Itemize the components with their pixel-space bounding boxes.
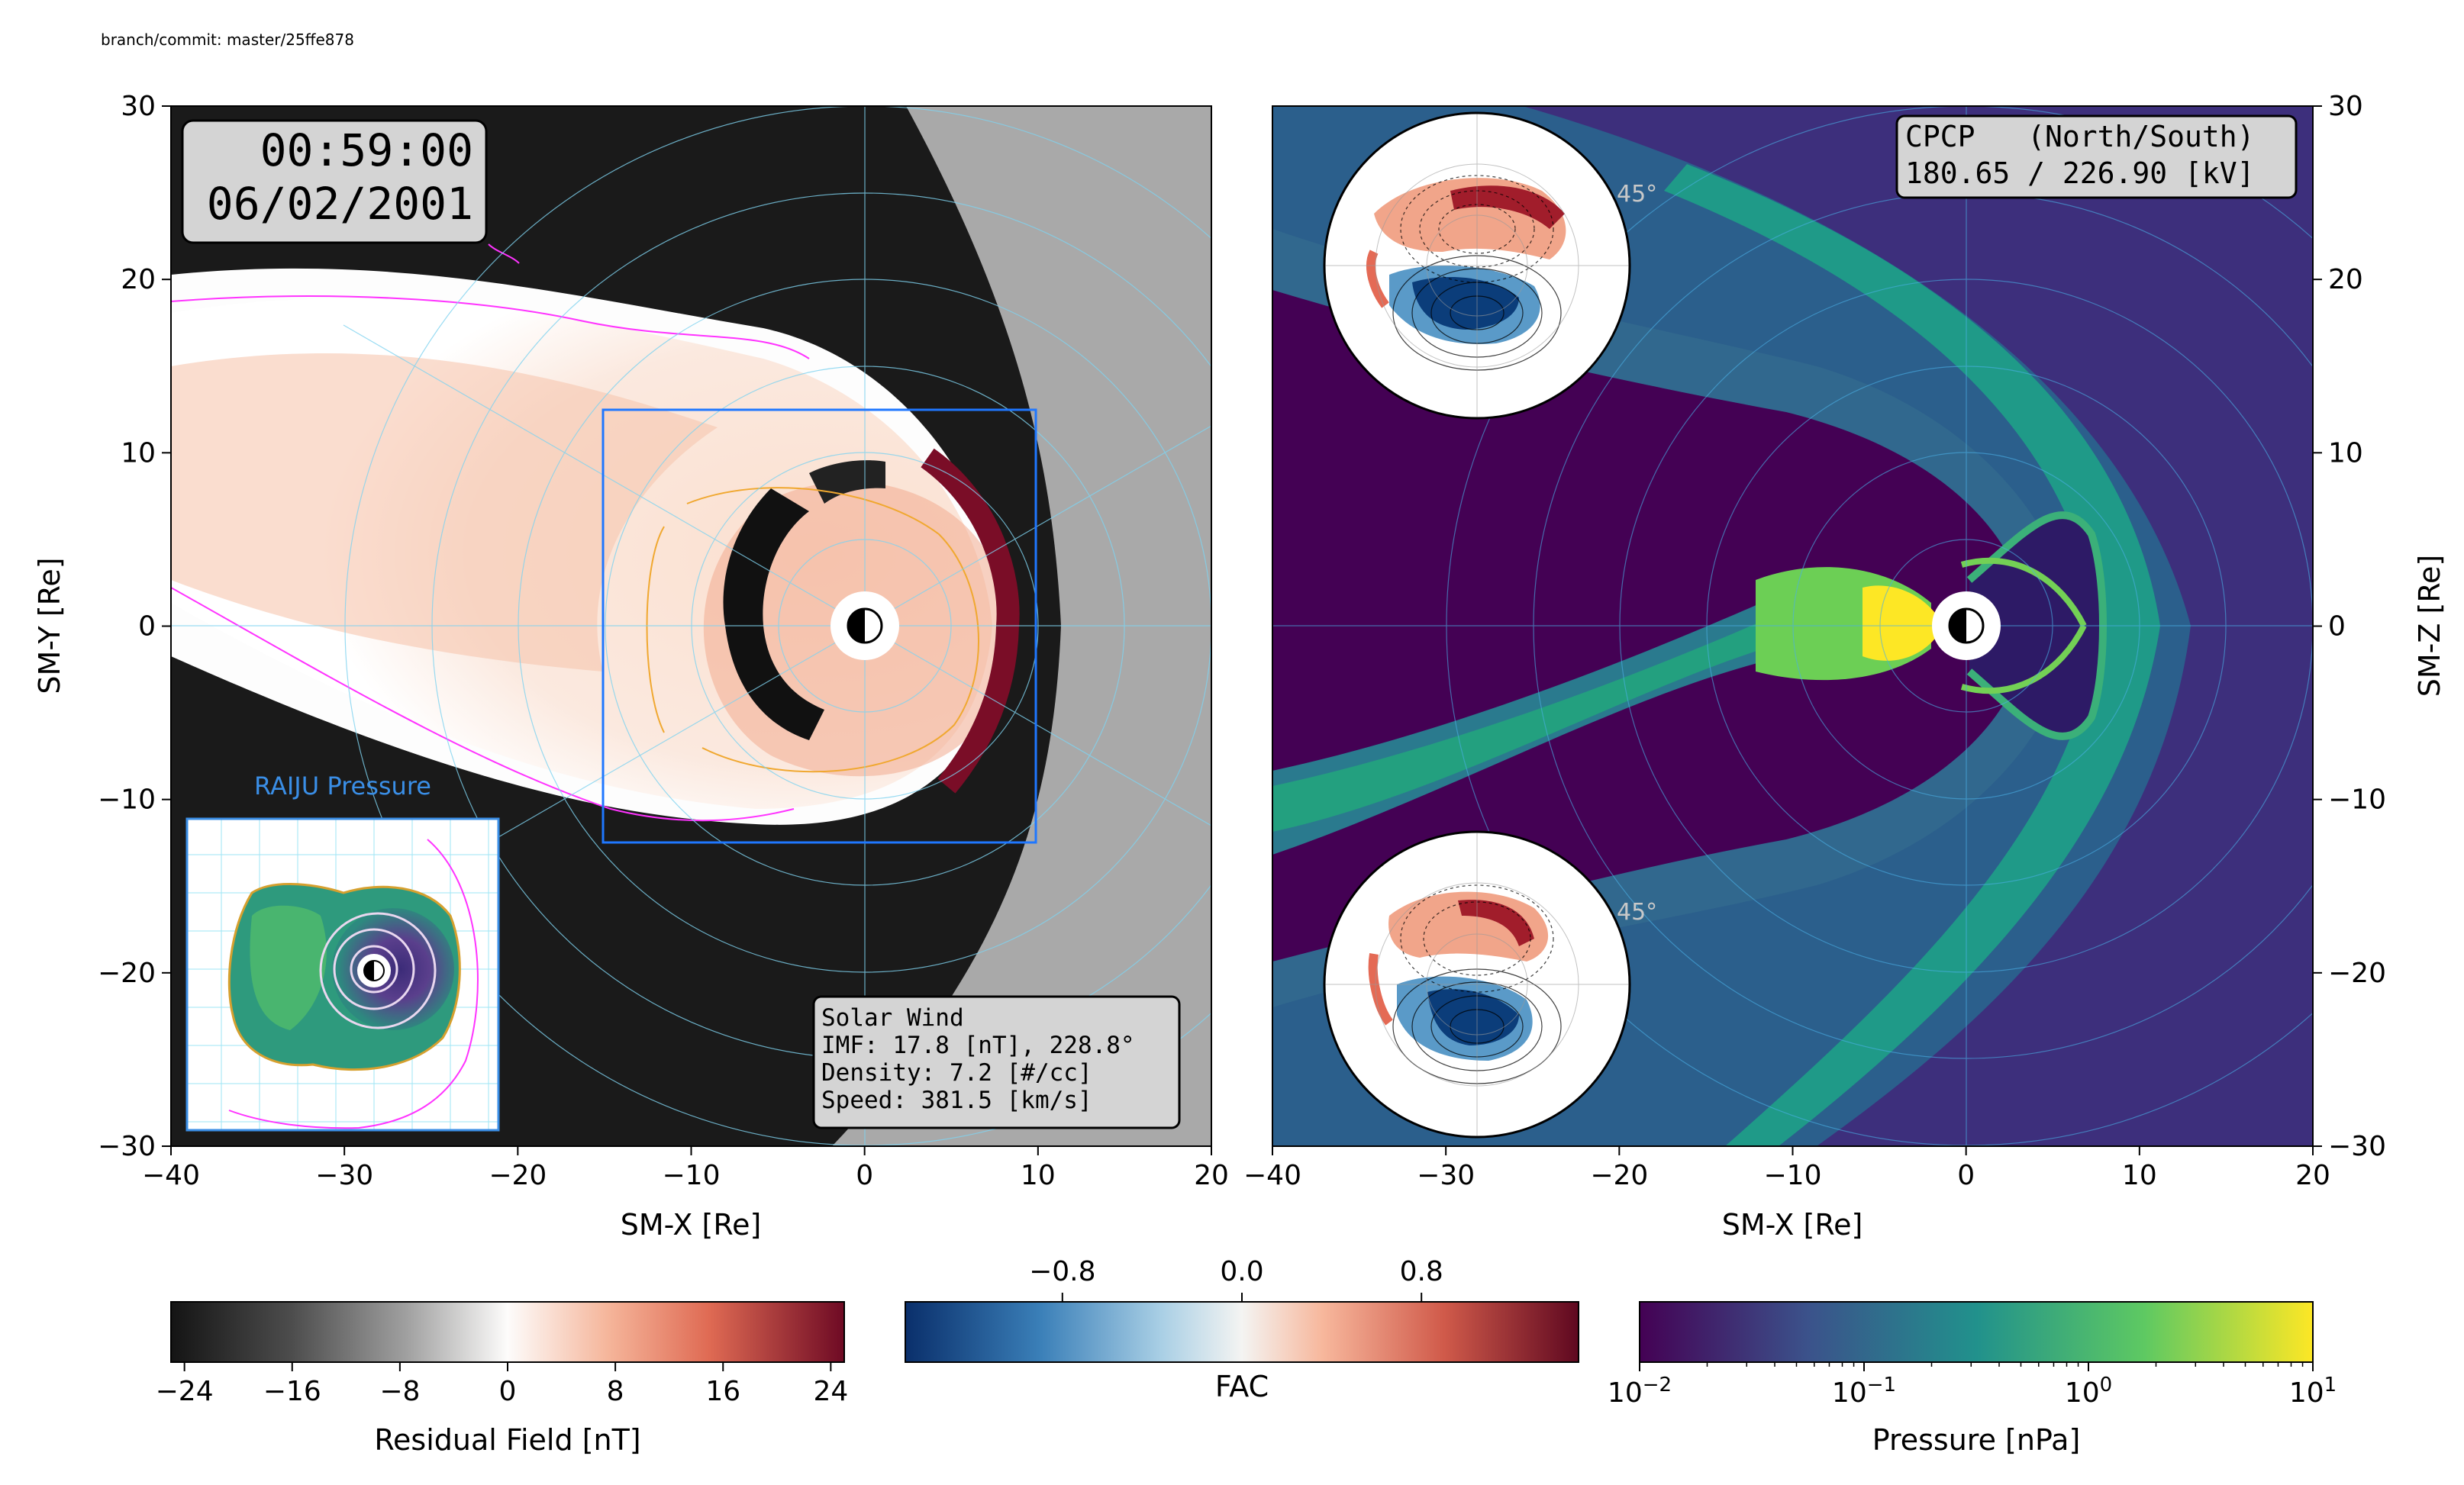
fac-colorbar (905, 1301, 1579, 1363)
left-xtick-label: −10 (663, 1160, 721, 1191)
cpcp-title: CPCP (North/South) (1905, 120, 2255, 153)
time-box: 00:59:00 06/02/2001 (181, 119, 488, 244)
left-xtick-label: 10 (1021, 1160, 1056, 1191)
cpcp-box: CPCP (North/South) 180.65 / 226.90 [kV] (1895, 114, 2298, 199)
right-xtick-label: −10 (1764, 1160, 1822, 1191)
right-ytick-label: −10 (2328, 784, 2386, 816)
left-ytick-label: 10 (121, 437, 156, 469)
inset-title: RAIJU Pressure (254, 771, 431, 800)
south-polar-label: 45° (1617, 899, 1657, 926)
raiju-inset (185, 817, 500, 1132)
right-xlabel: SM-X [Re] (1722, 1208, 1863, 1242)
pressure-tick-label: 10−2 (1608, 1374, 1672, 1409)
residual-colorbar-label: Residual Field [nT] (374, 1423, 640, 1457)
left-heatmap (171, 106, 1211, 1146)
residual-tick-label: −16 (263, 1376, 321, 1407)
solar-wind-speed: Speed: 381.5 [km/s] (821, 1087, 1092, 1114)
solar-wind-title: Solar Wind (821, 1004, 964, 1032)
right-ytick-label: 0 (2328, 611, 2346, 643)
left-xtick-label: 20 (1194, 1160, 1229, 1191)
left-xtick-label: 0 (856, 1160, 873, 1191)
right-xtick-label: −40 (1243, 1160, 1301, 1191)
right-ytick-label: 20 (2328, 264, 2363, 295)
fac-tick-label: −0.8 (1029, 1256, 1095, 1287)
residual-tick-label: 0 (499, 1376, 517, 1407)
pressure-tick-label: 101 (2289, 1374, 2337, 1409)
south-polar-plot (1323, 830, 1631, 1139)
commit-caption: branch/commit: master/25ffe878 (101, 31, 354, 49)
solar-wind-box: Solar Wind IMF: 17.8 [nT], 228.8° Densit… (812, 995, 1181, 1129)
solar-wind-density: Density: 7.2 [#/cc] (821, 1059, 1092, 1087)
right-xtick-label: −30 (1417, 1160, 1475, 1191)
pressure-tick-label: 10−1 (1832, 1374, 1896, 1409)
left-ytick-label: −10 (98, 784, 156, 816)
residual-tick-label: −8 (379, 1376, 420, 1407)
residual-tick-label: 8 (607, 1376, 624, 1407)
right-ytick-label: 10 (2328, 437, 2363, 469)
pressure-colorbar-label: Pressure [nPa] (1872, 1423, 2081, 1457)
left-xlabel: SM-X [Re] (621, 1208, 762, 1242)
left-ytick-label: −20 (98, 958, 156, 989)
left-xtick-label: −40 (142, 1160, 200, 1191)
fac-tick-label: 0.0 (1220, 1256, 1263, 1287)
fac-colorbar-label: FAC (1215, 1370, 1269, 1403)
left-ylabel: SM-Y [Re] (33, 557, 66, 694)
colorbar-ticks: −24 −16 −8 0 8 16 24 −0.8 0.0 0.8 10−2 10−1 100 101 (156, 1256, 2337, 1409)
pressure-colorbar (1639, 1301, 2314, 1363)
left-ytick-label: −30 (98, 1131, 156, 1162)
left-ytick-label: 20 (121, 264, 156, 295)
north-polar-plot (1323, 111, 1631, 420)
fac-tick-label: 0.8 (1400, 1256, 1443, 1287)
left-xtick-label: −20 (489, 1160, 547, 1191)
right-ytick-label: −20 (2328, 958, 2386, 989)
left-ytick-label: 30 (121, 91, 156, 122)
pressure-tick-label: 100 (2065, 1374, 2112, 1409)
left-ytick-label: 0 (138, 611, 156, 643)
residual-tick-label: −24 (156, 1376, 214, 1407)
residual-colorbar (170, 1301, 845, 1363)
right-xtick-label: 10 (2122, 1160, 2157, 1191)
right-ytick-label: −30 (2328, 1131, 2386, 1162)
zoom-box (601, 408, 1037, 844)
right-xtick-label: 0 (1957, 1160, 1975, 1191)
cpcp-values: 180.65 / 226.90 [kV] (1905, 156, 2255, 190)
residual-tick-label: 24 (813, 1376, 848, 1407)
left-xtick-label: −30 (315, 1160, 373, 1191)
residual-tick-label: 16 (705, 1376, 740, 1407)
right-xtick-label: −20 (1590, 1160, 1648, 1191)
right-ytick-label: 30 (2328, 91, 2363, 122)
time-label: 00:59:00 (260, 124, 473, 176)
right-ylabel: SM-Z [Re] (2413, 555, 2446, 697)
north-polar-label: 45° (1617, 181, 1657, 208)
right-xtick-label: 20 (2295, 1160, 2330, 1191)
solar-wind-imf: IMF: 17.8 [nT], 228.8° (821, 1032, 1135, 1059)
date-label: 06/02/2001 (207, 178, 473, 230)
